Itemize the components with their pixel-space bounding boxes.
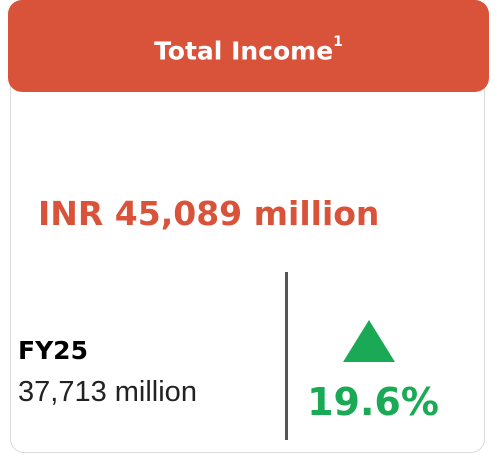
change-value: 19.6% [307, 380, 439, 424]
divider [285, 272, 288, 440]
header-title: Total Income [154, 36, 334, 66]
up-arrow-icon [343, 320, 395, 362]
comparison-label: FY25 [18, 336, 88, 365]
comparison-value: 37,713 million [18, 376, 197, 408]
footnote-marker: 1 [333, 34, 343, 50]
main-value: INR 45,089 million [38, 194, 380, 233]
header: Total Income1 [8, 0, 489, 92]
